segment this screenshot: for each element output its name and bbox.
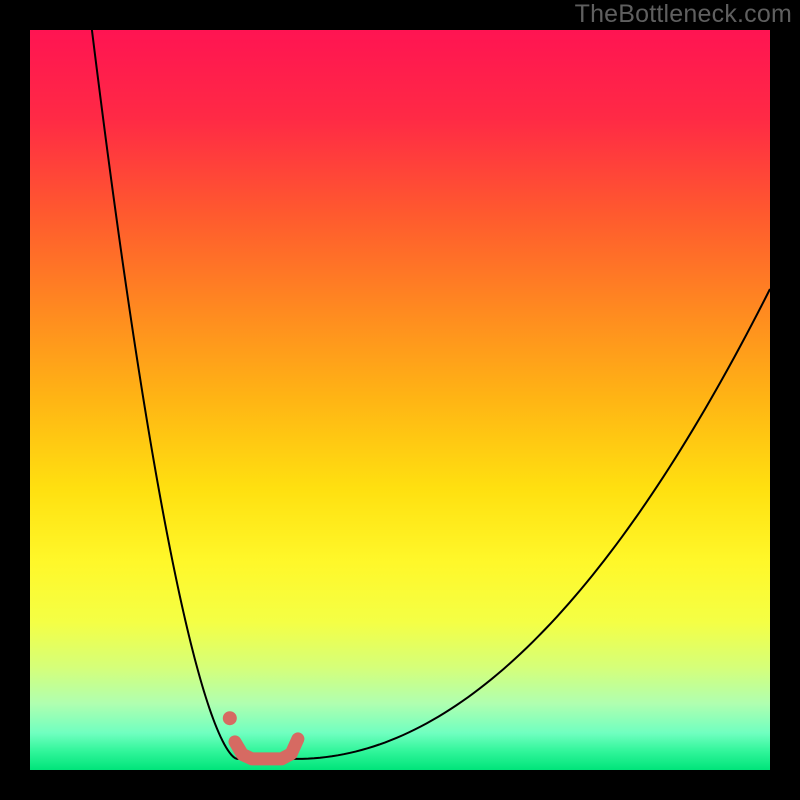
plot-area xyxy=(30,30,770,770)
watermark-text: TheBottleneck.com xyxy=(575,0,792,29)
bottleneck-chart xyxy=(0,0,800,800)
chart-container: TheBottleneck.com xyxy=(0,0,800,800)
highlight-dot xyxy=(223,711,237,725)
